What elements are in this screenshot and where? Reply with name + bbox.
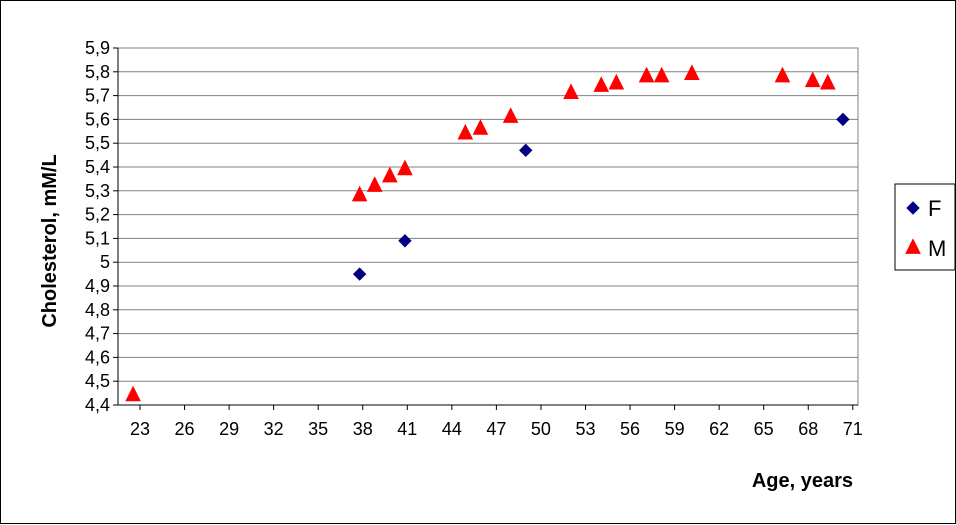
x-tick-label: 35: [308, 419, 328, 439]
series-m-point: [684, 64, 700, 80]
series-m-point: [125, 385, 141, 402]
series-m-point: [608, 73, 625, 90]
legend-m-label: M: [928, 236, 946, 261]
series-f-point: [519, 143, 533, 158]
x-tick-label: 47: [486, 419, 506, 439]
y-tick-label: 4,5: [85, 371, 110, 391]
y-tick-label: 4,7: [85, 324, 110, 344]
y-tick-label: 5,1: [85, 228, 110, 248]
x-tick-label: 41: [397, 419, 417, 439]
series-m-point: [804, 71, 821, 88]
legend-f-label: F: [928, 196, 941, 221]
series-m-point: [593, 76, 610, 92]
axes-layer: 4,4 4,5 4,6 4,7 4,8 4,9 5 5,1 5,2 5,3 5,4 5,5 5,6 5,7…: [85, 38, 863, 439]
series-m-point: [366, 176, 383, 192]
y-tick-label: 5,2: [85, 205, 110, 225]
y-tick-label: 5,9: [85, 38, 110, 58]
legend: FM: [894, 183, 956, 271]
series-f-point: [836, 112, 850, 127]
x-tick-label: 29: [219, 419, 239, 439]
series-f-point: [398, 234, 412, 248]
x-tick-label: 71: [843, 419, 863, 439]
points-layer: [125, 64, 850, 402]
y-tick-label: 4,9: [85, 276, 110, 296]
y-tick-label: 5,5: [85, 133, 110, 153]
series-m-point: [457, 123, 474, 140]
x-tick-label: 62: [709, 419, 729, 439]
x-tick-label: 68: [798, 419, 818, 439]
series-m-point: [397, 159, 413, 176]
x-tick-label: 38: [353, 419, 373, 439]
series-m-point: [653, 66, 670, 83]
series-m-point: [819, 73, 836, 90]
y-axis-title: Cholesterol, mM/L: [39, 154, 61, 327]
series-m-point: [502, 107, 519, 123]
x-tick-label: 44: [442, 419, 462, 439]
labels-layer: Cholesterol, mM/L Age, years: [39, 154, 853, 492]
plot-area: [117, 47, 859, 406]
x-tick-label: 56: [620, 419, 640, 439]
y-tick-label: 5,8: [85, 62, 110, 82]
series-m-point: [472, 119, 489, 135]
y-tick-label: 5,7: [85, 86, 110, 106]
series-m-point: [351, 185, 368, 202]
x-tick-label: 26: [175, 419, 195, 439]
y-tick-label: 5: [100, 252, 110, 272]
y-tick-label: 4,4: [85, 395, 110, 415]
x-tick-label: 32: [264, 419, 284, 439]
x-tick-label: 59: [665, 419, 685, 439]
x-tick-label: 65: [754, 419, 774, 439]
legend-f-marker: [906, 201, 920, 215]
y-tick-label: 4,6: [85, 347, 110, 367]
y-tick-label: 5,6: [85, 109, 110, 129]
legend-box: [894, 183, 956, 271]
series-m-point: [382, 166, 398, 183]
x-tick-label: 50: [531, 419, 551, 439]
series-f-point: [352, 267, 367, 281]
x-tick-label: 53: [575, 419, 595, 439]
y-tick-label: 5,4: [85, 157, 110, 177]
y-tick-label: 4,8: [85, 300, 110, 320]
series-m-point: [638, 66, 655, 83]
series-m-point: [563, 83, 579, 100]
x-tick-label: 23: [130, 419, 150, 439]
x-axis-title: Age, years: [752, 470, 853, 492]
legend-m-marker: [905, 238, 921, 254]
grid-layer: [117, 47, 859, 406]
series-m-point: [774, 66, 791, 83]
y-tick-label: 5,3: [85, 181, 110, 201]
